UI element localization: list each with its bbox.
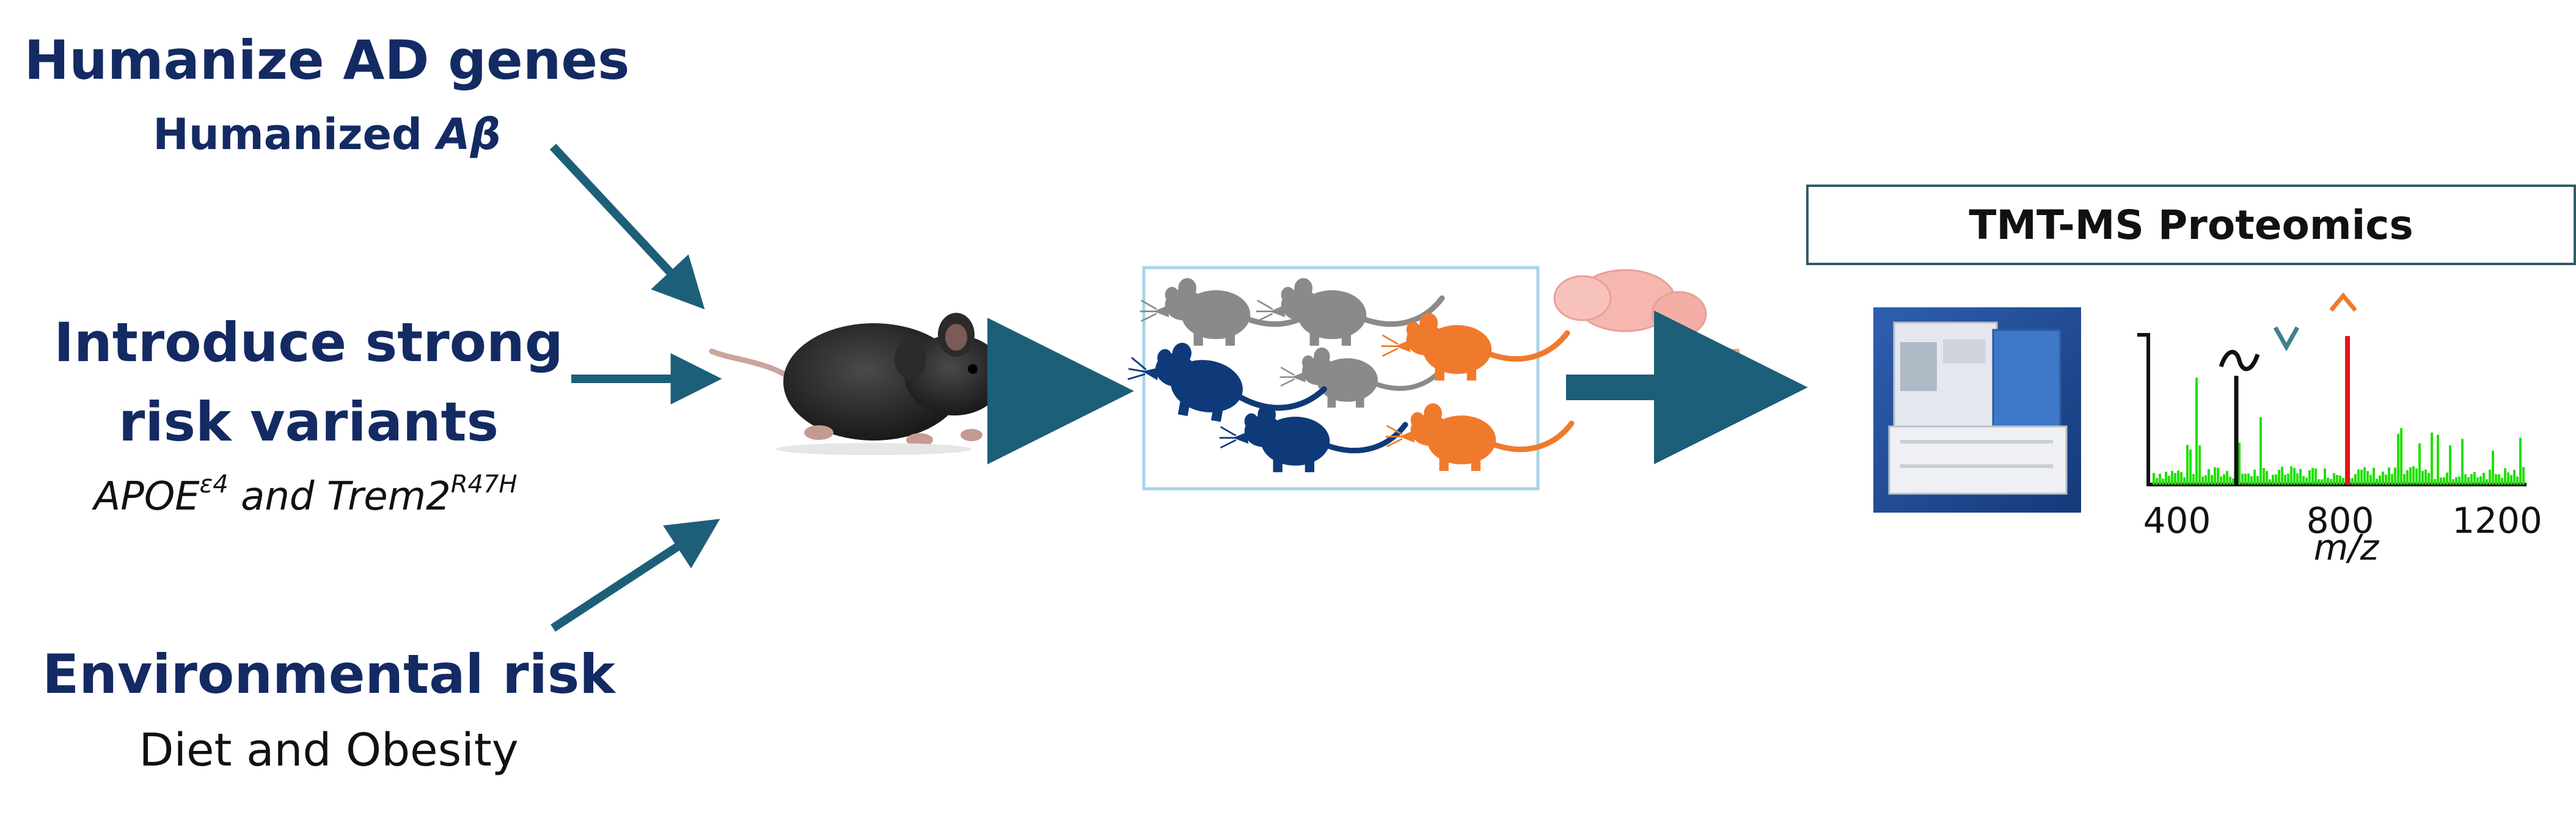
mass-spectrometer-icon [1873,307,2081,513]
x-axis-label: m/z [2313,527,2379,568]
risk-sub-apoe: APOE [93,474,200,519]
x-tick-800: 800 [2306,500,2374,541]
x-tick-400: 400 [2143,500,2211,541]
risk-sub-apoe-sup: ε4 [199,470,229,499]
peak-marker-teal [2273,326,2300,352]
x-tick-1200: 1200 [2452,500,2542,541]
humanize-title: Humanize AD genes [24,29,630,92]
risk-title-line2: risk variants [119,390,499,453]
spectrum-peaks [2153,336,2525,485]
arrow-humanize [549,144,705,310]
humanize-subtitle: Humanized Aβ [153,110,500,159]
arrow-environment [551,519,720,632]
proteomics-title-box: TMT-MS Proteomics [1806,185,2576,265]
humanize-sub-symbol: Aβ [437,109,501,159]
risk-subtitle: APOEε4 and Trem2R47H [93,470,517,519]
black-mouse-icon [709,313,1009,455]
peak-marker-black [2219,349,2260,371]
mass-spectrum [2137,292,2527,486]
risk-sub-and: and Trem2 [228,474,451,519]
environment-title: Environmental risk [42,643,615,706]
risk-title-line1: Introduce strong [54,311,563,374]
peak-marker-orange [2329,292,2357,312]
proteomics-title: TMT-MS Proteomics [1969,201,2413,249]
humanize-sub-text: Humanized [153,109,437,159]
brain-icon [1553,269,1741,365]
risk-sub-trem-sup: R47H [450,470,518,499]
environment-subtitle: Diet and Obesity [139,724,519,777]
